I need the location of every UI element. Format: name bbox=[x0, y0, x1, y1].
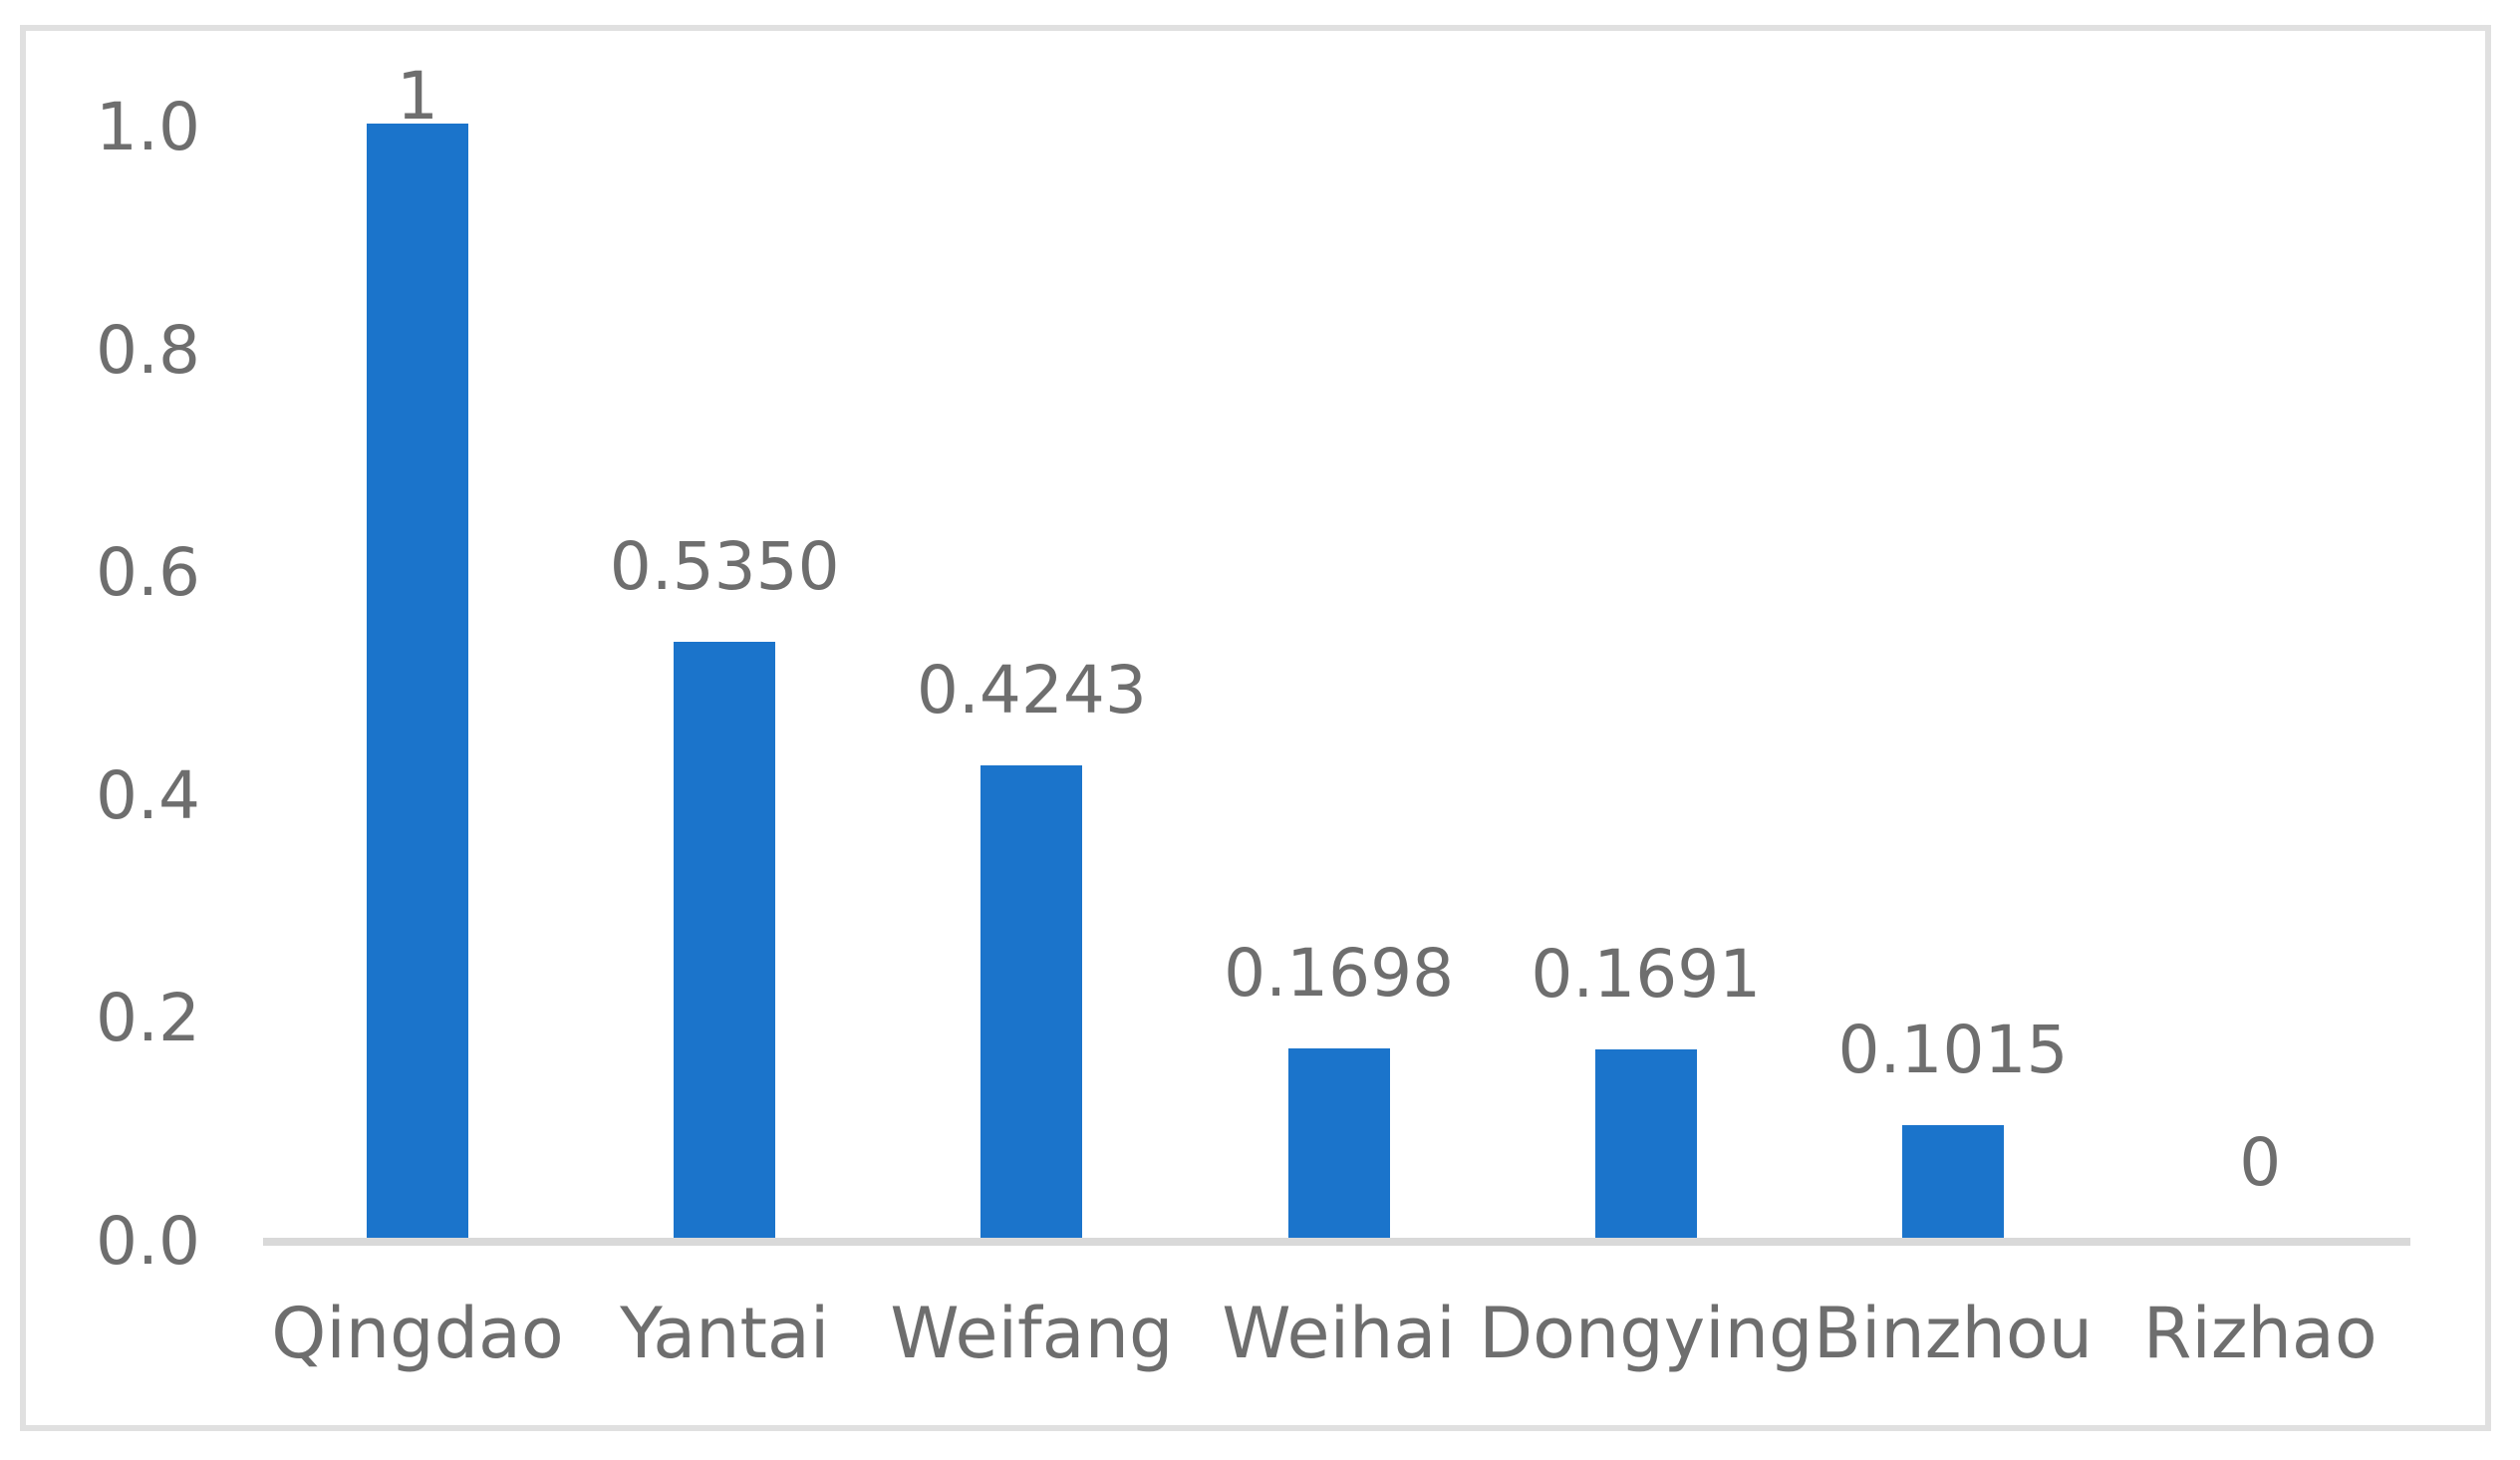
bar-qingdao bbox=[367, 124, 468, 1238]
bar-yantai bbox=[674, 641, 776, 1238]
y-tick-1.0: 1.0 bbox=[96, 89, 200, 165]
bar-dongying bbox=[1594, 1048, 1697, 1238]
y-tick-0.6: 0.6 bbox=[96, 534, 200, 612]
value-label-binzhou: 0.1015 bbox=[1837, 1011, 2069, 1088]
value-label-dongying: 0.1691 bbox=[1531, 935, 1762, 1013]
chart-frame: 1.0 0.8 0.6 0.4 0.2 0.0 1 0.5350 0.4243 0.1698 0.… bbox=[20, 25, 2491, 1431]
value-label-yantai: 0.5350 bbox=[609, 527, 840, 605]
value-label-rizhao: 0 bbox=[2239, 1124, 2282, 1201]
category-label-dongying: Dongying bbox=[1479, 1293, 1814, 1374]
category-label-yantai: Yantai bbox=[620, 1293, 830, 1374]
bar-weifang bbox=[980, 764, 1083, 1238]
y-tick-0.0: 0.0 bbox=[96, 1203, 200, 1280]
category-label-qingdao: Qingdao bbox=[271, 1293, 564, 1374]
bar-weihai bbox=[1287, 1048, 1390, 1238]
value-label-qingdao: 1 bbox=[397, 58, 438, 135]
category-label-weifang: Weifang bbox=[890, 1293, 1174, 1374]
y-tick-0.4: 0.4 bbox=[96, 756, 200, 834]
value-label-weihai: 0.1698 bbox=[1224, 935, 1455, 1013]
category-label-rizhao: Rizhao bbox=[2142, 1293, 2378, 1374]
category-label-weihai: Weihai bbox=[1222, 1293, 1456, 1374]
category-label-binzhou: Binzhou bbox=[1813, 1293, 2094, 1374]
y-tick-0.2: 0.2 bbox=[96, 980, 200, 1057]
y-tick-0.8: 0.8 bbox=[96, 311, 200, 389]
x-axis-line bbox=[263, 1238, 2410, 1246]
value-label-weifang: 0.4243 bbox=[916, 651, 1147, 729]
bar-binzhou bbox=[1902, 1124, 2004, 1238]
